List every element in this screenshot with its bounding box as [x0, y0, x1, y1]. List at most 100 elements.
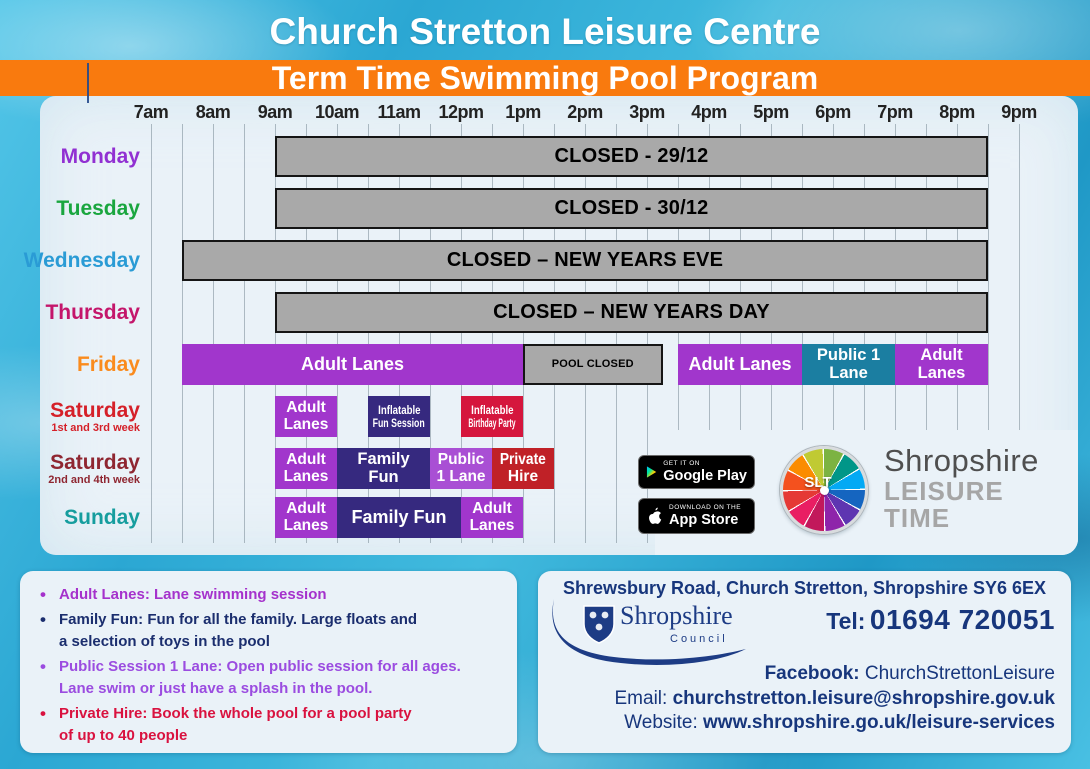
gridline — [368, 124, 369, 543]
email-line[interactable]: Email: churchstretton.leisure@shropshire… — [615, 688, 1056, 710]
closed-bar: CLOSED – NEW YEARS EVE — [182, 240, 988, 281]
gridline — [988, 124, 989, 430]
session-bar-adult-lanes: Adult Lanes — [461, 497, 523, 538]
gridline — [585, 124, 586, 543]
app-store-tagline: Download on the — [669, 504, 742, 511]
google-play-icon — [646, 466, 657, 478]
gridline — [337, 124, 338, 543]
session-bar-private-hire: Private Hire — [492, 448, 554, 489]
day-name: Tuesday — [56, 196, 140, 220]
council-name: Shropshire — [620, 601, 733, 630]
closed-bar: CLOSED - 29/12 — [275, 136, 988, 177]
closed-bar: CLOSED – NEW YEARS DAY — [275, 292, 988, 333]
shropshire-council-logo: Shropshire Council — [542, 597, 754, 669]
app-store-label: App Store — [669, 512, 739, 528]
gridline — [275, 124, 276, 543]
day-name: Monday — [60, 144, 140, 168]
day-name: Saturday — [50, 450, 140, 474]
contact-box: Shrewsbury Road, Church Stretton, Shrops… — [538, 571, 1071, 753]
phone-number: 01694 720051 — [869, 604, 1055, 635]
time-label: 3pm — [629, 102, 665, 122]
day-subtitle: 1st and 3rd week — [51, 421, 140, 434]
phone-label: Tel: — [826, 608, 866, 634]
legend-item: Private Hire: Book the whole pool for a … — [32, 703, 507, 747]
time-label: 10am — [314, 102, 360, 122]
gridline — [213, 124, 214, 543]
day-label-saturday-5: Saturday 1st and 3rd week — [0, 396, 142, 437]
legend-list: Adult Lanes: Lane swimming session Family… — [32, 584, 507, 747]
slt-brand-time: TIME — [884, 503, 951, 533]
website-line[interactable]: Website: www.shropshire.go.uk/leisure-se… — [624, 712, 1055, 734]
session-bar-family-fun: Family Fun — [337, 497, 461, 538]
app-store-badge[interactable]: Download on the App Store — [638, 498, 755, 534]
day-label-wednesday: Wednesday — [0, 240, 142, 281]
google-play-tagline: GET IT ON — [663, 460, 700, 467]
banner-text: Term Time Swimming Pool Program — [271, 60, 819, 96]
legend: Adult Lanes: Lane swimming session Family… — [20, 571, 517, 753]
day-subtitle: 2nd and 4th week — [48, 473, 140, 486]
session-bar-public-1-lane: Public 1 Lane — [802, 344, 895, 385]
day-name: Friday — [76, 352, 140, 376]
day-name: Sunday — [64, 505, 140, 529]
time-label: 7am — [133, 102, 169, 122]
slt-brand-leisure: LEISURE — [884, 476, 1004, 506]
day-label-thursday: Thursday — [0, 292, 142, 333]
session-bar-inflatable-birthday-party: Inflatable Birthday Party — [461, 396, 523, 437]
closed-bar: POOL CLOSED — [523, 344, 663, 385]
session-bar-adult-lanes: Adult Lanes — [275, 448, 337, 489]
time-label: 9am — [257, 102, 293, 122]
session-bar-adult-lanes: Adult Lanes — [275, 396, 337, 437]
stray-mark — [87, 63, 89, 103]
slt-brand: Shropshire LEISURE TIME — [884, 444, 1039, 532]
time-label: 12pm — [438, 102, 484, 122]
session-bar-adult-lanes: Adult Lanes — [678, 344, 802, 385]
day-label-sunday: Sunday — [0, 497, 142, 538]
gridline — [306, 124, 307, 543]
time-label: 6pm — [815, 102, 851, 122]
google-play-label: Google Play — [663, 468, 747, 484]
session-bar-adult-lanes: Adult Lanes — [182, 344, 523, 385]
gridline — [182, 124, 183, 543]
session-bar-inflatable-fun-session: Inflatable Fun Session — [368, 396, 430, 437]
banner: Term Time Swimming Pool Program — [0, 60, 1090, 96]
time-label: 5pm — [753, 102, 789, 122]
time-label: 8pm — [939, 102, 975, 122]
gridline — [244, 124, 245, 543]
time-label: 8am — [195, 102, 231, 122]
session-bar-adult-lanes: Adult Lanes — [275, 497, 337, 538]
time-label: 2pm — [567, 102, 603, 122]
time-label: 7pm — [877, 102, 913, 122]
gridline — [461, 124, 462, 543]
legend-item: Family Fun: Fun for all the family. Larg… — [32, 609, 507, 653]
gridline — [430, 124, 431, 543]
apple-icon — [649, 507, 662, 524]
website-url: www.shropshire.go.uk/leisure-services — [703, 712, 1055, 733]
slt-logo: SLT — [780, 446, 868, 534]
email-label: Email: — [614, 688, 668, 709]
gridline — [399, 124, 400, 543]
day-label-friday: Friday — [0, 344, 142, 385]
day-label-saturday-6: Saturday 2nd and 4th week — [0, 448, 142, 489]
gridline — [492, 124, 493, 543]
facebook-handle: ChurchStrettonLeisure — [864, 663, 1055, 684]
google-play-badge[interactable]: GET IT ON Google Play — [638, 455, 755, 489]
day-label-monday: Monday — [0, 136, 142, 177]
gridline — [1019, 124, 1020, 430]
time-label: 4pm — [691, 102, 727, 122]
gridline — [647, 124, 648, 543]
session-bar-family-fun: Family Fun — [337, 448, 430, 489]
day-name: Thursday — [45, 300, 140, 324]
gridline — [554, 124, 555, 543]
facebook-label: Facebook: — [764, 663, 860, 684]
time-label: 9pm — [1001, 102, 1037, 122]
session-bar-adult-lanes: Adult Lanes — [895, 344, 988, 385]
page-title: Church Stretton Leisure Centre — [269, 11, 821, 52]
gridline — [616, 124, 617, 543]
website-label: Website: — [624, 712, 698, 733]
council-sub: Council — [670, 633, 728, 645]
legend-item: Adult Lanes: Lane swimming session — [32, 584, 507, 606]
phone-line: Tel: 01694 720051 — [826, 604, 1055, 636]
facebook-line[interactable]: Facebook: ChurchStrettonLeisure — [765, 663, 1055, 685]
slt-hub-dot — [820, 486, 829, 495]
